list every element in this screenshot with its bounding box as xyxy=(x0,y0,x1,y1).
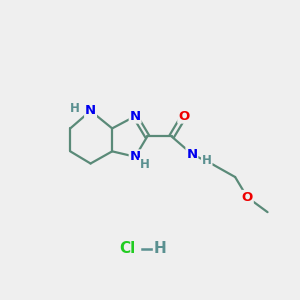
Text: H: H xyxy=(154,241,167,256)
Text: N: N xyxy=(186,148,197,160)
Text: N: N xyxy=(85,104,96,117)
Text: H: H xyxy=(140,158,149,171)
Text: H: H xyxy=(69,102,79,115)
Text: N: N xyxy=(130,110,141,123)
Text: Cl: Cl xyxy=(119,241,135,256)
Text: H: H xyxy=(202,154,212,167)
Text: O: O xyxy=(242,191,253,204)
Text: O: O xyxy=(178,110,189,123)
Text: N: N xyxy=(130,150,141,163)
